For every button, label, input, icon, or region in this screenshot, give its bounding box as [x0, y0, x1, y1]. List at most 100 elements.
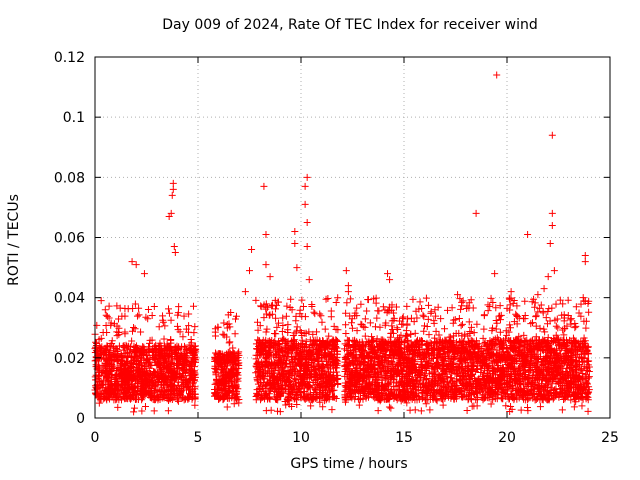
data-point: [191, 394, 199, 402]
data-point: [114, 403, 122, 411]
data-point: [403, 302, 411, 310]
data-point: [342, 329, 350, 337]
data-point: [99, 376, 107, 384]
data-point: [191, 346, 199, 354]
data-point: [552, 300, 560, 308]
data-point: [135, 374, 143, 382]
data-point: [174, 362, 182, 370]
data-point: [156, 349, 164, 357]
data-point: [211, 332, 219, 340]
data-point: [103, 312, 111, 320]
data-point: [343, 299, 351, 307]
data-point: [113, 395, 121, 403]
data-point: [179, 369, 187, 377]
data-point: [422, 400, 430, 408]
data-point: [165, 343, 173, 351]
data-point: [115, 324, 123, 332]
data-point: [138, 359, 146, 367]
data-point: [322, 295, 330, 303]
data-point: [185, 322, 193, 330]
data-point: [171, 350, 179, 358]
data-point: [183, 394, 191, 402]
data-point: [130, 323, 138, 331]
data-point: [172, 360, 180, 368]
data-point: [164, 344, 172, 352]
data-point: [175, 303, 183, 311]
data-point: [364, 295, 372, 303]
data-point: [292, 327, 300, 335]
data-point: [420, 327, 428, 335]
data-point: [371, 323, 379, 331]
data-point: [114, 355, 122, 363]
data-point: [131, 300, 139, 308]
data-point: [394, 325, 402, 333]
data-point: [473, 320, 481, 328]
data-point: [144, 370, 152, 378]
data-point: [94, 373, 102, 381]
data-point: [141, 362, 149, 370]
data-point: [107, 359, 115, 367]
data-point: [96, 378, 104, 386]
data-point: [103, 368, 111, 376]
data-point: [467, 296, 475, 304]
data-point: [160, 381, 168, 389]
data-point: [183, 349, 191, 357]
data-point: [174, 397, 182, 405]
data-point: [332, 298, 340, 306]
data-point: [357, 300, 365, 308]
data-point: [139, 350, 147, 358]
data-point: [234, 393, 242, 401]
data-point: [93, 321, 101, 329]
data-point: [121, 312, 129, 320]
data-point: [155, 323, 163, 331]
data-point: [165, 363, 173, 371]
data-point: [419, 311, 427, 319]
data-point: [102, 311, 110, 319]
data-point: [417, 407, 425, 415]
data-point: [146, 361, 154, 369]
data-point: [502, 402, 510, 410]
data-point: [113, 328, 121, 336]
data-point: [166, 347, 174, 355]
data-point: [142, 313, 150, 321]
chart-title: Day 009 of 2024, Rate Of TEC Index for r…: [162, 17, 538, 33]
data-point: [160, 342, 168, 350]
data-point: [385, 403, 393, 411]
data-point: [183, 379, 191, 387]
data-point: [425, 331, 433, 339]
data-point: [159, 316, 167, 324]
data-point: [480, 325, 488, 333]
data-point: [138, 407, 146, 415]
data-point: [159, 392, 167, 400]
data-point: [174, 345, 182, 353]
data-point: [96, 392, 104, 400]
data-point: [150, 354, 158, 362]
data-point: [532, 312, 540, 320]
data-point: [422, 294, 430, 302]
data-point: [374, 307, 382, 315]
data-point: [374, 407, 382, 415]
data-point: [114, 364, 122, 372]
data-point: [138, 391, 146, 399]
data-point: [121, 328, 129, 336]
data-point: [143, 377, 151, 385]
data-point: [144, 306, 152, 314]
data-point: [95, 399, 103, 407]
data-point: [132, 360, 140, 368]
data-point: [536, 304, 544, 312]
data-point: [272, 305, 280, 313]
data-point: [164, 407, 172, 415]
data-point: [103, 329, 111, 337]
data-point: [102, 368, 110, 376]
data-point: [140, 371, 148, 379]
data-point: [191, 383, 199, 391]
data-point: [311, 310, 319, 318]
data-point: [114, 315, 122, 323]
data-point: [128, 394, 136, 402]
data-point: [152, 387, 160, 395]
data-point: [156, 339, 164, 347]
data-point: [150, 368, 158, 376]
data-point: [353, 304, 361, 312]
data-point: [123, 368, 131, 376]
